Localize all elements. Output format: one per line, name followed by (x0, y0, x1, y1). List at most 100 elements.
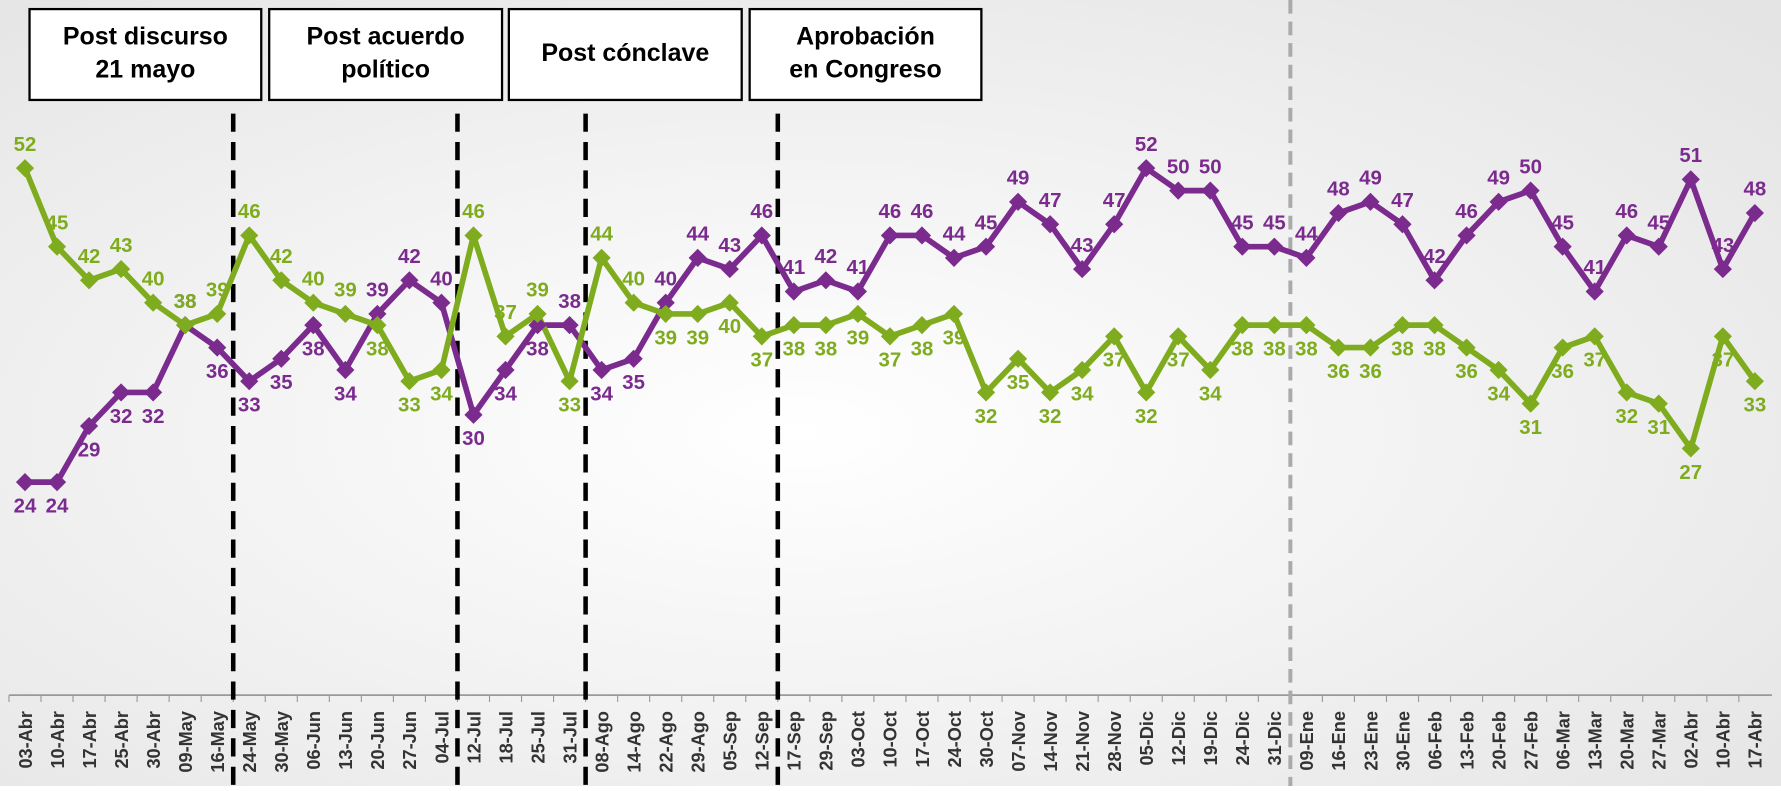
data-label: 33 (1744, 394, 1767, 417)
data-label: 37 (1103, 349, 1126, 372)
marker (1713, 327, 1732, 346)
data-label: 44 (686, 223, 709, 246)
marker (176, 316, 195, 335)
x-tick-label: 28-Nov (1105, 710, 1125, 771)
data-label: 52 (14, 133, 37, 156)
data-label: 37 (1583, 349, 1606, 372)
data-label: 39 (206, 279, 229, 302)
data-label: 42 (78, 245, 101, 268)
marker (880, 226, 900, 245)
data-label: 33 (238, 394, 261, 417)
data-label: 29 (78, 438, 101, 461)
marker (912, 316, 932, 335)
marker (1361, 338, 1380, 357)
marker (1521, 181, 1540, 200)
data-label: 36 (206, 360, 229, 383)
data-label: 39 (334, 279, 357, 302)
data-label: 34 (494, 382, 517, 405)
data-label: 36 (1455, 360, 1478, 383)
data-label: 34 (1071, 382, 1094, 405)
data-label: 39 (847, 326, 870, 349)
data-label: 47 (1103, 189, 1126, 212)
marker (1201, 181, 1220, 200)
marker (1073, 259, 1092, 279)
x-tick-label: 19-Dic (1201, 711, 1221, 766)
x-tick-label: 27-Jun (400, 711, 420, 770)
data-label: 34 (1487, 382, 1510, 405)
data-label: 34 (1199, 382, 1222, 405)
data-label: 51 (1679, 144, 1702, 167)
marker (336, 304, 355, 324)
data-label: 40 (142, 267, 165, 290)
x-tick-label: 24-Dic (1233, 711, 1253, 766)
annotation-box (268, 7, 504, 102)
data-label: 35 (270, 371, 293, 394)
marker (1489, 192, 1508, 211)
data-label: 44 (943, 223, 966, 246)
x-tick-label: 29-Sep (817, 711, 837, 771)
marker (1393, 316, 1412, 335)
marker (1617, 383, 1636, 402)
x-tick-label: 17-Abr (80, 711, 100, 769)
annotation-box (28, 7, 263, 102)
marker (752, 226, 771, 245)
data-label: 45 (1263, 211, 1286, 234)
marker (1265, 237, 1284, 256)
data-label: 39 (526, 279, 549, 302)
data-label: 40 (622, 267, 645, 290)
data-label: 38 (558, 290, 581, 313)
marker (240, 226, 259, 245)
data-label: 48 (1744, 178, 1767, 201)
data-label: 42 (1423, 245, 1446, 268)
data-label: 31 (1647, 416, 1670, 439)
data-label: 35 (622, 371, 645, 394)
x-tick-label: 06-Feb (1425, 711, 1445, 770)
x-tick-label: 17-Oct (913, 711, 933, 768)
data-label: 32 (110, 405, 133, 428)
x-tick-label: 27-Feb (1521, 711, 1541, 770)
x-tick-label: 20-Jun (368, 711, 388, 770)
x-tick-label: 25-Abr (112, 711, 132, 769)
data-label: 38 (1391, 338, 1414, 361)
data-label: 43 (1071, 234, 1094, 257)
marker (592, 248, 611, 267)
x-tick-label: 16-Ene (1329, 711, 1349, 771)
data-label: 46 (911, 200, 934, 223)
data-label: 32 (975, 405, 998, 428)
data-label: 43 (718, 234, 741, 257)
data-label: 45 (1647, 211, 1670, 234)
x-tick-label: 27-Mar (1650, 711, 1670, 770)
data-label: 43 (1711, 234, 1734, 257)
annotation-box (748, 7, 983, 102)
x-tick-label: 13-Mar (1586, 711, 1606, 770)
marker (1073, 360, 1092, 380)
marker (1649, 237, 1668, 256)
data-label: 37 (750, 349, 773, 372)
x-tick-label: 17-Sep (785, 711, 805, 771)
data-label: 46 (238, 200, 261, 223)
marker (816, 316, 835, 335)
data-label: 35 (1007, 371, 1030, 394)
x-tick-label: 30-Abr (144, 711, 164, 769)
data-label: 38 (174, 290, 197, 313)
data-label: 39 (654, 326, 677, 349)
x-tick-label: 13-Jun (336, 711, 356, 770)
data-label: 49 (1007, 167, 1030, 190)
x-tick-label: 12-Dic (1169, 711, 1189, 766)
data-label: 45 (46, 211, 69, 234)
data-label: 46 (750, 200, 773, 223)
data-label: 32 (142, 405, 165, 428)
x-tick-label: 31-Jul (560, 711, 580, 763)
marker (1489, 360, 1508, 380)
data-label: 38 (814, 338, 837, 361)
data-label: 24 (14, 495, 37, 518)
data-label: 46 (1615, 200, 1638, 223)
x-tick-label: 14-Nov (1041, 710, 1061, 771)
data-label: 40 (302, 267, 325, 290)
data-label: 36 (1327, 360, 1350, 383)
marker (912, 226, 932, 245)
data-label: 38 (1263, 338, 1286, 361)
marker (1233, 237, 1252, 256)
x-tick-label: 06-Jun (304, 711, 324, 770)
data-label: 41 (782, 256, 805, 279)
